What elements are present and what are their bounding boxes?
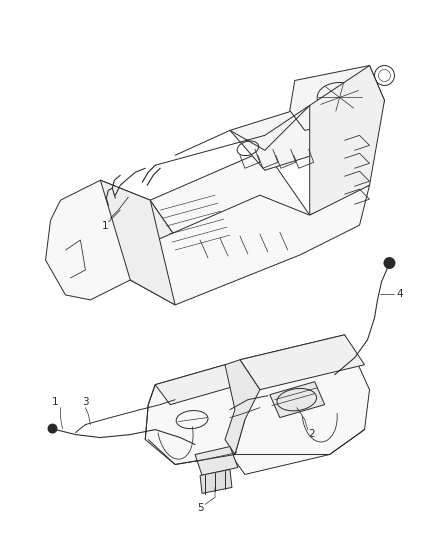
- Polygon shape: [100, 180, 195, 265]
- Polygon shape: [145, 365, 245, 464]
- Polygon shape: [225, 360, 260, 455]
- Polygon shape: [290, 66, 385, 131]
- Text: 1: 1: [102, 221, 109, 231]
- Polygon shape: [46, 180, 130, 300]
- Polygon shape: [195, 447, 238, 475]
- Circle shape: [48, 424, 57, 433]
- Polygon shape: [310, 66, 385, 215]
- Polygon shape: [145, 195, 310, 265]
- Polygon shape: [270, 382, 325, 417]
- Polygon shape: [230, 106, 345, 170]
- Polygon shape: [130, 185, 370, 305]
- Text: 5: 5: [197, 503, 203, 513]
- Polygon shape: [81, 180, 175, 305]
- Text: 1: 1: [52, 397, 59, 407]
- Polygon shape: [200, 470, 232, 494]
- Text: 3: 3: [82, 397, 89, 407]
- Polygon shape: [240, 335, 364, 390]
- Polygon shape: [155, 365, 240, 405]
- Text: 4: 4: [396, 289, 403, 299]
- Circle shape: [384, 257, 396, 269]
- Polygon shape: [150, 150, 310, 265]
- Polygon shape: [220, 335, 370, 474]
- Text: 2: 2: [308, 429, 315, 439]
